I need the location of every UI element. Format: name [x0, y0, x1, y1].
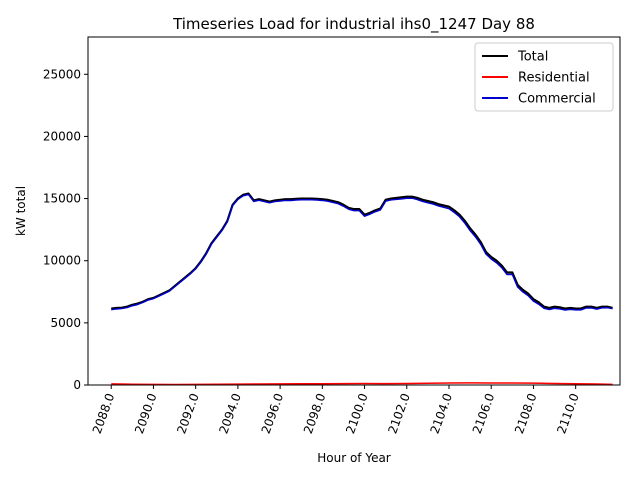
plot-frame: [87, 36, 621, 386]
legend-label-residential: Residential: [518, 71, 590, 86]
y-axis-label: kW total: [14, 186, 28, 236]
legend: Total Residential Commercial: [474, 42, 614, 112]
series-line-commercial: [111, 193, 613, 311]
chart-title: Timeseries Load for industrial ihs0_1247…: [172, 15, 535, 34]
series-group: [111, 192, 613, 385]
y-tick-label: 15000: [43, 192, 81, 206]
y-tick-label: 25000: [43, 67, 81, 81]
legend-label-commercial: Commercial: [518, 92, 596, 107]
x-axis-label: Hour of Year: [317, 451, 391, 465]
legend-label-total: Total: [517, 50, 548, 65]
series-line-residential: [111, 382, 613, 385]
y-tick-label: 10000: [43, 254, 81, 268]
y-tick-label: 0: [73, 378, 81, 392]
y-tick-label: 20000: [43, 129, 81, 143]
legend-box: [474, 42, 614, 112]
y-tick-label: 5000: [50, 316, 81, 330]
